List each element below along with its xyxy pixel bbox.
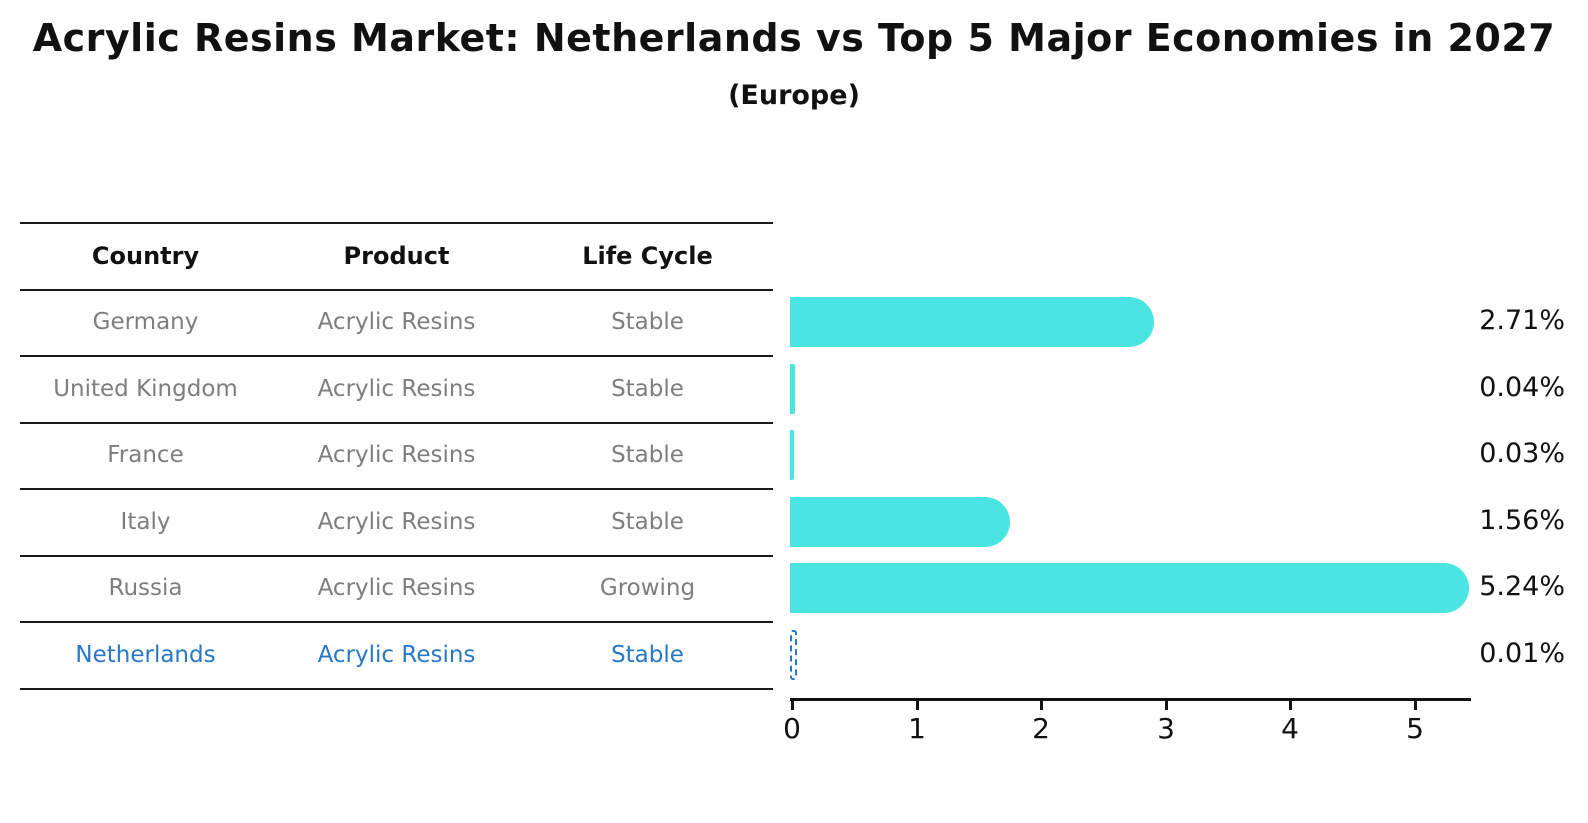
table-divider-5 (20, 555, 773, 557)
x-axis-line (790, 698, 1471, 701)
table-divider-7 (20, 688, 773, 690)
cell-country: Italy (120, 508, 171, 535)
cell-life-cycle: Stable (611, 641, 684, 668)
value-label-italy: 1.56% (1479, 504, 1565, 536)
cell-life-cycle: Growing (599, 575, 696, 601)
value-label-germany: 2.71% (1479, 305, 1565, 336)
table-row-italy: Italy Acrylic Resins Stable (20, 488, 773, 555)
column-header-country: Country (91, 241, 200, 270)
x-axis-tick-2 (1040, 701, 1043, 710)
value-label-united-kingdom: 0.04% (1479, 371, 1565, 403)
table-divider-0 (20, 222, 773, 224)
x-axis-tick-label-0: 0 (783, 712, 801, 745)
bar-italy (790, 496, 1010, 547)
column-header-product: Product (343, 241, 450, 270)
cell-country: Germany (92, 309, 199, 335)
cell-life-cycle: Stable (611, 309, 684, 335)
table-row-france: France Acrylic Resins Stable (20, 422, 773, 488)
value-label-russia: 5.24% (1479, 571, 1565, 602)
bar-netherlands (790, 629, 797, 680)
x-axis-tick-0 (791, 701, 794, 710)
value-label-netherlands: 0.01% (1479, 637, 1565, 669)
cell-life-cycle: Stable (611, 508, 684, 535)
bar-germany (790, 297, 1154, 347)
cell-country: United Kingdom (53, 375, 238, 402)
x-axis-tick-4 (1289, 701, 1292, 710)
cell-product: Acrylic Resins (317, 309, 476, 335)
bar-france (790, 430, 794, 480)
chart-title: Acrylic Resins Market: Netherlands vs To… (32, 16, 1556, 60)
table-divider-1 (20, 289, 773, 291)
x-axis-tick-5 (1414, 701, 1417, 710)
table-row-germany: Germany Acrylic Resins Stable (20, 289, 773, 355)
cell-product: Acrylic Resins (317, 508, 476, 535)
cell-life-cycle: Stable (611, 442, 684, 468)
cell-product: Acrylic Resins (317, 375, 476, 402)
table-header-row: Country Product Life Cycle (20, 223, 773, 288)
table-divider-3 (20, 422, 773, 424)
x-axis-tick-label-1: 1 (908, 712, 926, 745)
table-divider-2 (20, 355, 773, 357)
cell-product: Acrylic Resins (317, 641, 476, 668)
cell-product: Acrylic Resins (317, 575, 476, 601)
x-axis-tick-3 (1165, 701, 1168, 710)
column-header-life-cycle: Life Cycle (582, 241, 713, 270)
cell-country: Russia (108, 575, 183, 601)
table-row-russia: Russia Acrylic Resins Growing (20, 555, 773, 621)
value-label-france: 0.03% (1479, 438, 1565, 469)
table-row-united-kingdom: United Kingdom Acrylic Resins Stable (20, 355, 773, 422)
x-axis-tick-label-3: 3 (1157, 712, 1175, 745)
table-row-netherlands: Netherlands Acrylic Resins Stable (20, 621, 773, 688)
bar-russia (790, 563, 1469, 613)
cell-country: Netherlands (75, 641, 216, 668)
x-axis-tick-label-2: 2 (1032, 712, 1050, 745)
cell-country: France (107, 442, 184, 468)
bar-united-kingdom (790, 363, 795, 414)
table-divider-6 (20, 621, 773, 623)
cell-product: Acrylic Resins (317, 442, 476, 468)
x-axis-tick-1 (916, 701, 919, 710)
x-axis-tick-label-4: 4 (1281, 712, 1299, 745)
chart-subtitle: (Europe) (728, 80, 860, 111)
table-divider-4 (20, 488, 773, 490)
cell-life-cycle: Stable (611, 375, 684, 402)
x-axis-tick-label-5: 5 (1406, 712, 1424, 745)
